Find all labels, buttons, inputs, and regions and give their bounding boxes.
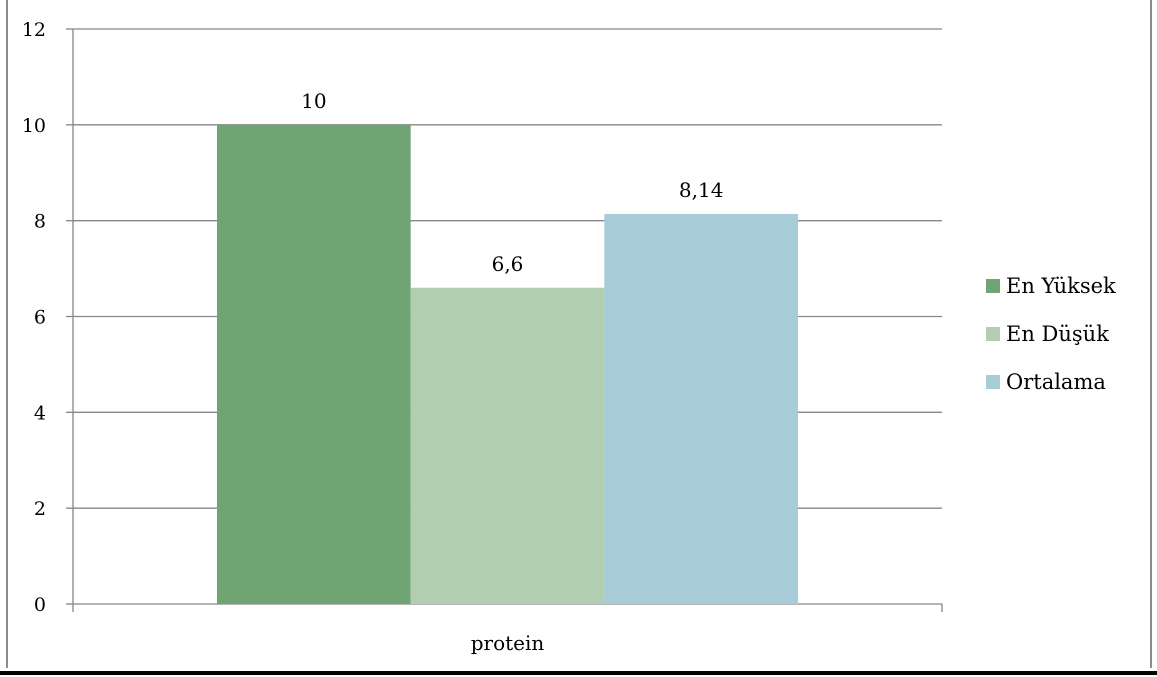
bar bbox=[216, 124, 411, 604]
legend-label: Ortalama bbox=[1006, 370, 1106, 394]
legend-swatch bbox=[986, 279, 1000, 293]
y-tick-label: 8 bbox=[34, 211, 46, 233]
legend: En Yüksek En Düşük Ortalama bbox=[986, 274, 1116, 394]
data-labels: 10 6,6 8,14 bbox=[301, 89, 723, 276]
y-tick-label: 0 bbox=[34, 594, 46, 616]
category-labels: protein bbox=[471, 631, 545, 655]
y-tick-label: 10 bbox=[22, 115, 46, 137]
bars bbox=[216, 124, 799, 605]
legend-swatch bbox=[986, 327, 1000, 341]
bar bbox=[604, 213, 799, 605]
x-tick-label: protein bbox=[471, 631, 545, 655]
data-label: 10 bbox=[301, 89, 326, 113]
y-axis-ticks: 0 2 4 6 8 10 12 bbox=[22, 19, 73, 616]
data-label: 6,6 bbox=[492, 252, 524, 276]
chart-frame bbox=[6, 0, 1152, 668]
y-tick-label: 6 bbox=[34, 307, 46, 329]
legend-swatch bbox=[986, 375, 1000, 389]
legend-label: En Yüksek bbox=[1006, 274, 1116, 298]
bottom-rule bbox=[0, 671, 1157, 675]
legend-label: En Düşük bbox=[1006, 322, 1109, 346]
data-label: 8,14 bbox=[679, 178, 724, 202]
y-tick-label: 4 bbox=[34, 402, 46, 424]
y-tick-label: 2 bbox=[34, 498, 46, 520]
bar bbox=[410, 287, 605, 604]
y-tick-label: 12 bbox=[22, 19, 46, 41]
